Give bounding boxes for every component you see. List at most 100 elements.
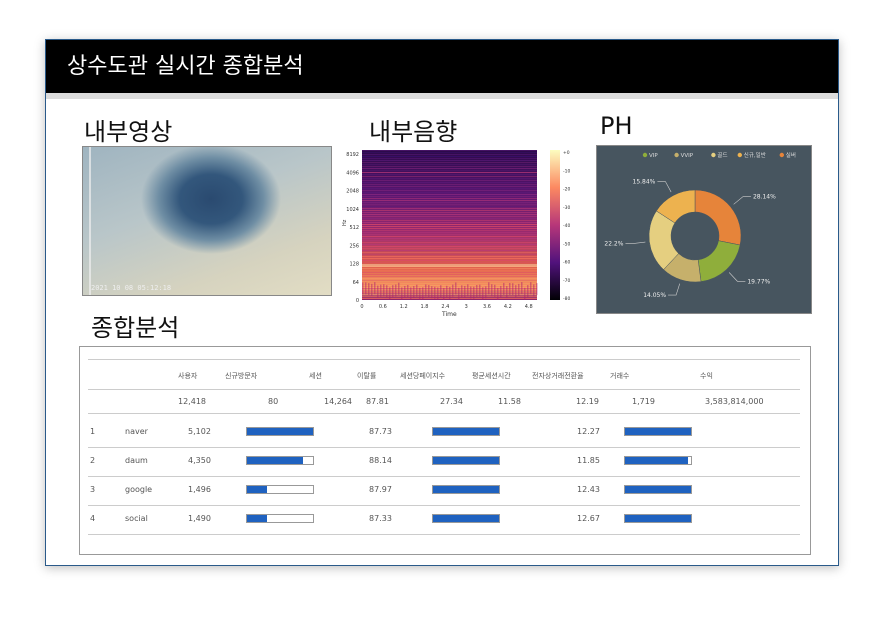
colorbar-tick: -10 dB	[563, 168, 570, 174]
pages-per-session-bar	[432, 485, 500, 494]
row-users: 4,350	[188, 456, 211, 465]
row-index: 4	[90, 514, 96, 523]
donut-data-label: 15.84%	[633, 179, 656, 186]
table-header-cell[interactable]: 수익	[700, 372, 713, 380]
colorbar-tick: -40 dB	[563, 223, 570, 229]
spectrogram-x-tick: 4.2	[504, 304, 512, 310]
legend-swatch	[642, 152, 648, 158]
table-row[interactable]: 1 naver 5,102 87.73 12.27	[80, 419, 810, 448]
pages-per-session-bar	[432, 514, 500, 523]
legend-label: 신규,일반	[744, 151, 766, 159]
spectrogram-chart: 8192 4096 2048 1024 512 256 128 64 0 0 0.6 1.2 1.8 2…	[342, 150, 570, 318]
spectrogram-x-tick: 0.6	[379, 304, 387, 310]
analysis-table: 사용자 신규방문자 세션 이탈률 세션당페이지수 평균세션시간 전자상거래전환율 거래수 수익 …	[79, 346, 811, 555]
spectrogram-x-tick: 1.2	[400, 304, 408, 310]
colorbar-tick: -50 dB	[563, 241, 570, 247]
colorbar-tick: -20 dB	[563, 187, 570, 193]
table-row[interactable]: 3 google 1,496 87.97 12.43	[80, 477, 810, 506]
donut-label-leader	[728, 272, 746, 282]
row-index: 2	[90, 456, 96, 465]
table-row-divider	[88, 534, 800, 535]
transactions-bar-fill	[625, 486, 691, 493]
spectrogram-panel: 8192 4096 2048 1024 512 256 128 64 0 0 0.6 1.2 1.8 2…	[340, 146, 570, 318]
donut-label-leader	[657, 181, 672, 193]
row-source: google	[125, 485, 153, 494]
spectrogram-x-tick: 2.4	[441, 304, 449, 310]
donut-data-label: 28.14%	[753, 194, 776, 201]
sound-section-title: 내부음향	[369, 118, 458, 146]
header-divider	[46, 93, 838, 99]
table-header-cell[interactable]: 신규방문자	[225, 372, 258, 380]
table-header-cell[interactable]: 사용자	[178, 372, 198, 380]
dashboard-card: 상수도관 실시간 종합분석 내부영상 내부음향 PH 종합분석 2021 10 …	[45, 39, 839, 566]
legend-label: VVIP	[681, 153, 694, 159]
row-users: 1,496	[188, 485, 211, 494]
row-source: social	[125, 514, 148, 523]
table-row-divider	[88, 476, 800, 477]
video-timestamp: 2021 10 08 05:12:18	[91, 284, 172, 292]
transactions-bar-fill	[625, 428, 691, 435]
pages-per-session-bar	[432, 456, 500, 465]
ph-donut-chart: VIP VVIP 골드 신규,일반 실버 28.14% 19.77% 14.05% 22.2%…	[604, 151, 796, 299]
transactions-bar-fill	[625, 457, 688, 464]
table-row[interactable]: 2 daum 4,350 88.14 11.85	[80, 448, 810, 477]
pages-per-session-bar-fill	[433, 428, 499, 435]
spectrogram-y-tick: 64	[353, 280, 359, 286]
donut-slice-0	[694, 189, 742, 246]
table-row-divider	[88, 447, 800, 448]
colorbar-tick: -80 dB	[563, 296, 570, 302]
colorbar-tick: -70 dB	[563, 278, 570, 284]
video-overlay-line	[89, 147, 91, 295]
table-header-cell[interactable]: 전자상거래전환율	[532, 372, 584, 380]
legend-label: 실버	[786, 151, 796, 159]
pages-per-session-bar-fill	[433, 457, 499, 464]
new-visitor-bar	[246, 514, 314, 523]
pages-per-session-bar-fill	[433, 515, 499, 522]
colorbar-tick: -60 dB	[563, 260, 570, 266]
spectrogram-y-tick: 2048	[346, 189, 359, 195]
page-title: 상수도관 실시간 종합분석	[46, 40, 838, 93]
ph-section-title: PH	[600, 112, 633, 140]
row-index: 1	[90, 427, 96, 436]
spectrogram-y-tick: 0	[356, 298, 359, 304]
table-header-cell[interactable]: 이탈률	[357, 372, 377, 380]
table-header-cell[interactable]: 세션당페이지수	[400, 372, 446, 380]
table-total-cell: 3,583,814,000	[705, 397, 764, 406]
table-total-cell: 12,418	[178, 397, 206, 406]
spectrogram-y-tick: 512	[349, 225, 359, 231]
spectrogram-y-tick: 256	[349, 243, 359, 249]
legend-swatch	[737, 152, 742, 158]
row-bounce: 87.33	[369, 514, 392, 523]
legend-swatch	[674, 152, 679, 158]
row-users: 5,102	[188, 427, 211, 436]
table-header-cell[interactable]: 평균세션시간	[472, 372, 511, 380]
new-visitor-bar-fill	[247, 515, 267, 522]
legend-swatch	[779, 152, 784, 158]
row-source: naver	[125, 427, 148, 436]
legend-swatch	[711, 152, 716, 158]
spectrogram-y-tick: 4096	[346, 170, 359, 176]
spectrogram-y-tick: 8192	[346, 152, 359, 158]
spectrogram-x-label: Time	[441, 311, 457, 318]
spectrogram-x-tick: 3.6	[483, 304, 491, 310]
ph-chart-panel: VIP VVIP 골드 신규,일반 실버 28.14% 19.77% 14.05% 22.2%…	[596, 145, 812, 314]
table-row[interactable]: 4 social 1,490 87.33 12.67	[80, 506, 810, 535]
new-visitor-bar-fill	[247, 486, 267, 493]
new-visitor-bar-fill	[247, 428, 313, 435]
table-header-cell[interactable]: 세션	[309, 372, 322, 380]
pages-per-session-bar-fill	[433, 486, 499, 493]
new-visitor-bar	[246, 485, 314, 494]
table-total-cell: 11.58	[498, 397, 521, 406]
internal-video-feed[interactable]: 2021 10 08 05:12:18	[82, 146, 332, 296]
table-total-cell: 80	[268, 397, 279, 406]
colorbar-tick: +0 dB	[563, 150, 570, 156]
table-total-cell: 14,264	[324, 397, 352, 406]
table-total-cell: 1,719	[632, 397, 655, 406]
row-bounce: 87.73	[369, 427, 392, 436]
table-header-cell[interactable]: 거래수	[610, 372, 630, 380]
donut-slice-1	[697, 240, 741, 282]
row-conversion: 11.85	[577, 456, 600, 465]
new-visitor-bar-fill	[247, 457, 304, 464]
spectrogram-x-tick: 1.8	[421, 304, 429, 310]
analysis-section-title: 종합분석	[91, 314, 180, 342]
